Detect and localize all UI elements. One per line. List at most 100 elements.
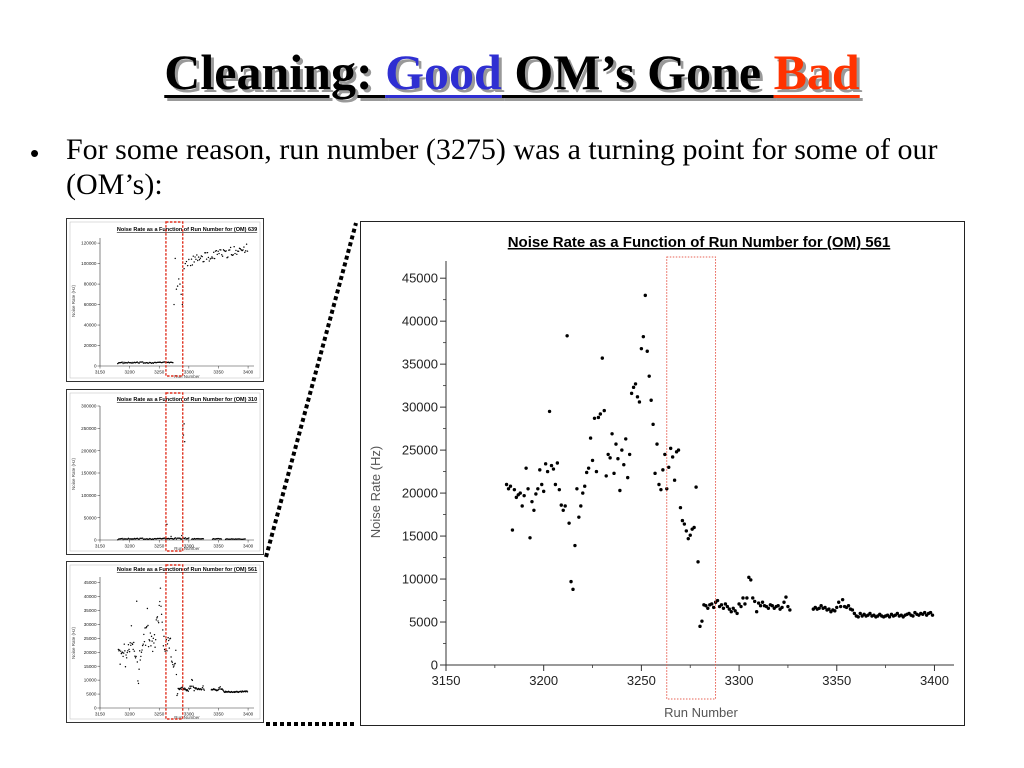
data-point: [142, 643, 144, 645]
data-point: [162, 645, 165, 647]
data-point: [147, 645, 150, 648]
x-tick-label: 3400: [243, 712, 254, 717]
data-point: [549, 463, 554, 468]
data-point: [157, 620, 159, 622]
x-tick-label: 3400: [243, 370, 254, 375]
data-point: [201, 255, 203, 258]
data-point: [191, 264, 194, 266]
data-point: [187, 690, 189, 692]
data-point: [581, 491, 585, 495]
data-point: [610, 432, 614, 436]
data-point: [197, 256, 200, 258]
data-point: [229, 249, 231, 251]
y-tick-label: 0: [431, 658, 438, 673]
highlight-box: [165, 564, 184, 720]
x-tick-label: 3150: [95, 712, 106, 717]
data-point: [649, 398, 653, 402]
data-point: [117, 648, 120, 651]
data-point: [193, 261, 195, 263]
data-point: [154, 646, 156, 648]
y-tick-label: 30000: [84, 622, 97, 627]
data-point: [172, 362, 174, 364]
data-point: [184, 537, 186, 539]
chart-om561-large: Noise Rate as a Function of Run Number f…: [360, 221, 965, 726]
data-point: [188, 537, 190, 539]
y-tick-label: 80000: [84, 282, 97, 287]
chart-xlabel: Run Number: [174, 546, 200, 551]
data-point: [504, 482, 509, 487]
chart-om639: Noise Rate as a Function of Run Number f…: [66, 218, 264, 382]
data-point: [244, 251, 246, 254]
data-point: [745, 596, 749, 600]
data-point: [240, 691, 243, 693]
data-point: [624, 437, 628, 441]
data-point: [171, 661, 173, 663]
data-point: [190, 258, 193, 260]
data-point: [149, 640, 151, 642]
data-point: [129, 642, 131, 644]
data-point: [727, 607, 732, 611]
data-point: [555, 461, 560, 465]
data-point: [838, 604, 843, 609]
data-point: [237, 250, 240, 252]
chart-om310: Noise Rate as a Function of Run Number f…: [66, 389, 264, 555]
data-point: [930, 613, 935, 617]
data-point: [146, 625, 148, 628]
zoom-connector-top: [264, 222, 358, 558]
data-point: [663, 452, 667, 457]
data-point: [205, 252, 207, 254]
data-point: [245, 250, 247, 252]
data-point: [181, 538, 183, 540]
data-point: [242, 249, 244, 251]
data-point: [119, 663, 121, 665]
data-point: [559, 503, 563, 507]
data-point: [698, 624, 702, 629]
data-point: [136, 661, 139, 663]
data-point: [236, 253, 238, 255]
data-point: [737, 602, 741, 606]
data-point: [202, 685, 204, 687]
data-point: [187, 538, 189, 540]
data-point: [130, 625, 133, 627]
data-point: [676, 448, 681, 452]
y-tick-label: 40000: [84, 594, 97, 599]
data-point: [139, 659, 141, 661]
data-point: [194, 688, 197, 690]
data-point: [150, 645, 152, 647]
data-point: [144, 644, 147, 646]
data-point: [684, 529, 689, 533]
chart-ylabel: Noise Rate (Hz): [71, 626, 76, 659]
data-point: [784, 595, 788, 599]
data-point: [706, 606, 710, 610]
data-point: [553, 482, 558, 487]
data-point: [164, 361, 166, 363]
data-point: [245, 243, 248, 245]
data-point: [136, 600, 138, 602]
data-point: [606, 452, 610, 457]
y-tick-label: 25000: [402, 443, 438, 458]
data-point: [225, 250, 227, 252]
data-point: [522, 493, 526, 498]
data-point: [571, 587, 575, 592]
chart-ylabel: Noise Rate (Hz): [71, 457, 76, 490]
data-point: [655, 442, 659, 446]
data-point: [165, 639, 168, 641]
data-point: [837, 600, 841, 604]
data-point: [134, 657, 137, 659]
data-point: [203, 689, 205, 691]
data-point: [743, 602, 747, 606]
data-point: [124, 650, 126, 652]
data-point: [534, 492, 538, 496]
data-point: [627, 452, 632, 457]
data-point: [138, 650, 141, 652]
data-point: [183, 688, 185, 691]
data-point: [121, 361, 123, 363]
data-point: [710, 602, 714, 606]
data-point: [217, 688, 220, 691]
data-point: [121, 651, 124, 653]
data-point: [846, 603, 851, 608]
data-point: [138, 362, 140, 364]
data-point: [122, 655, 124, 658]
title-prefix: Cleaning:: [164, 44, 386, 100]
data-point: [181, 686, 184, 688]
